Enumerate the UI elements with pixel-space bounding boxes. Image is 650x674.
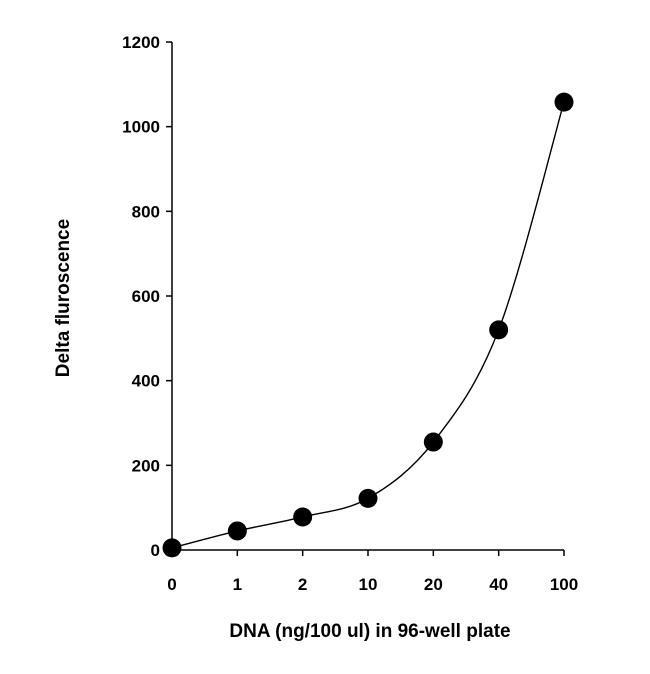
y-tick-label: 1200 bbox=[122, 33, 160, 52]
series-group bbox=[162, 92, 574, 558]
y-tick-label: 1000 bbox=[122, 118, 160, 137]
data-point bbox=[489, 320, 509, 340]
x-tick-label: 0 bbox=[167, 575, 176, 594]
x-tick-label: 40 bbox=[489, 575, 508, 594]
x-axis-title: DNA (ng/100 ul) in 96-well plate bbox=[229, 621, 510, 642]
x-tick-label: 1 bbox=[233, 575, 242, 594]
y-tick-label: 800 bbox=[132, 202, 160, 221]
y-tick-label: 600 bbox=[132, 287, 160, 306]
x-tick-label: 2 bbox=[298, 575, 307, 594]
y-tick-label: 0 bbox=[151, 541, 160, 560]
data-point bbox=[423, 432, 443, 452]
x-tick-label: 20 bbox=[424, 575, 443, 594]
x-tick-label: 100 bbox=[550, 575, 578, 594]
data-point bbox=[554, 92, 574, 112]
y-axis: 0 200 400 600 800 1000 1200 bbox=[122, 33, 173, 560]
data-point bbox=[162, 538, 182, 558]
y-tick-label: 200 bbox=[132, 456, 160, 475]
data-point bbox=[358, 488, 378, 508]
data-point bbox=[293, 507, 313, 527]
y-axis-title: Delta fluroscence bbox=[53, 219, 74, 377]
x-tick-label: 10 bbox=[359, 575, 378, 594]
x-axis: 0 1 2 10 20 40 100 bbox=[167, 549, 578, 594]
y-tick-label: 400 bbox=[132, 372, 160, 391]
data-point bbox=[227, 521, 247, 541]
